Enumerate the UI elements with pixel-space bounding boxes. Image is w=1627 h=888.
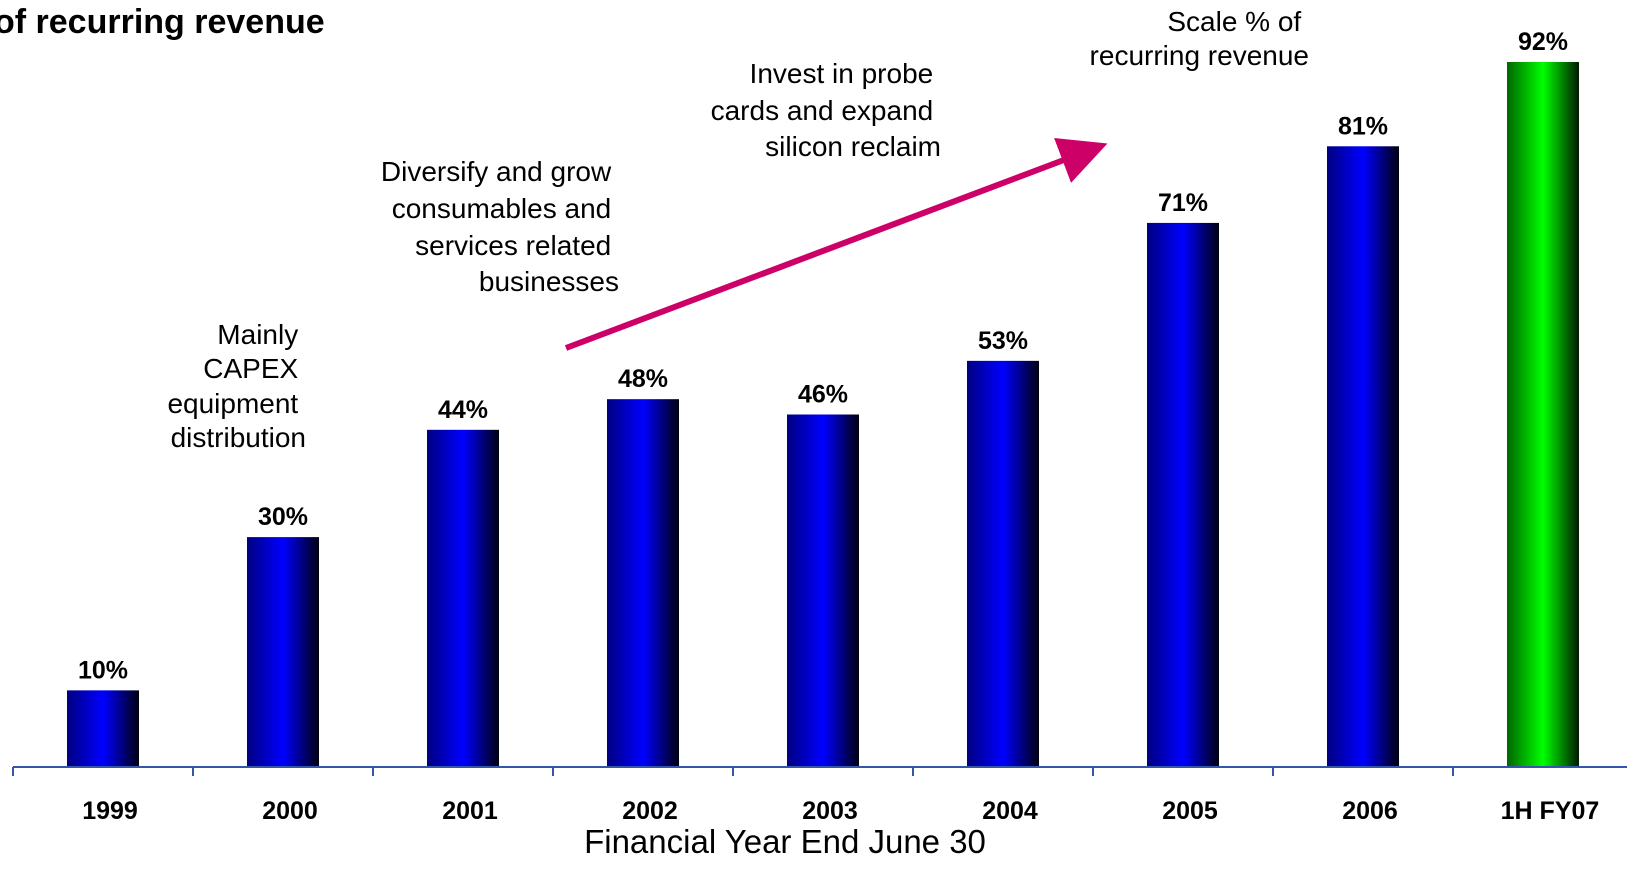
annotation-diversify: Diversify and grow consumables and servi… [381, 156, 619, 297]
data-label-2001: 44% [438, 396, 488, 424]
bar-1999 [67, 690, 139, 767]
bar-2006 [1327, 146, 1399, 768]
bar-2003 [787, 414, 859, 767]
data-label-1h-fy07: 92% [1518, 28, 1568, 56]
annotation-capex-line-2: CAPEX [203, 353, 298, 384]
x-tick-label-2002: 2002 [622, 797, 678, 825]
data-label-2003: 46% [798, 381, 848, 409]
x-tick-label-2003: 2003 [802, 797, 858, 825]
data-label-2000: 30% [258, 503, 308, 531]
annotation-capex-line-4: distribution [171, 422, 306, 453]
annotation-capex-line-1: Mainly [217, 319, 298, 350]
annotation-capex-line-3: equipment [167, 388, 298, 419]
annotation-diversify-line-3: services related [415, 230, 611, 261]
annotation-invest-line-3: silicon reclaim [765, 131, 941, 162]
bar-2004 [967, 360, 1039, 767]
bar-1h-fy07 [1507, 62, 1579, 767]
bar-2000 [247, 537, 319, 767]
data-labels-group: 10% 30% 44% 48% 46% 53% 71% 81% 92% [78, 28, 1568, 684]
annotation-invest: Invest in probe cards and expand silicon… [711, 58, 941, 162]
annotation-invest-line-1: Invest in probe [750, 58, 934, 89]
x-tick-label-2006: 2006 [1342, 797, 1398, 825]
data-label-1999: 10% [78, 656, 128, 684]
x-axis-title: Financial Year End June 30 [584, 823, 986, 860]
growth-arrow [564, 138, 1108, 351]
x-axis-ticks-group [12, 767, 1454, 776]
x-tick-labels-group: 1999 2000 2001 2002 2003 2004 2005 2006 1H FY07 [82, 797, 1599, 825]
bar-2002 [607, 399, 679, 767]
bar-2005 [1147, 222, 1219, 767]
x-tick-label-2000: 2000 [262, 797, 318, 825]
bar-2001 [427, 429, 499, 767]
x-tick-label-2005: 2005 [1162, 797, 1218, 825]
data-label-2004: 53% [978, 327, 1028, 355]
x-tick-label-2001: 2001 [442, 797, 498, 825]
annotation-diversify-line-4: businesses [479, 266, 619, 297]
x-tick-label-1h-fy07: 1H FY07 [1501, 797, 1600, 825]
data-label-2002: 48% [618, 365, 668, 393]
annotation-scale: Scale % of recurring revenue [1090, 6, 1309, 71]
data-label-2006: 81% [1338, 112, 1388, 140]
annotation-capex: Mainly CAPEX equipment distribution [167, 319, 306, 453]
x-tick-label-2004: 2004 [982, 797, 1038, 825]
annotation-diversify-line-1: Diversify and grow [381, 156, 612, 187]
chart-title: of recurring revenue [0, 3, 325, 41]
annotation-invest-line-2: cards and expand [711, 95, 934, 126]
data-label-2005: 71% [1158, 189, 1208, 217]
annotation-scale-line-2: recurring revenue [1090, 40, 1309, 71]
annotation-scale-line-1: Scale % of [1167, 6, 1301, 37]
x-tick-label-1999: 1999 [82, 797, 138, 825]
annotation-diversify-line-2: consumables and [392, 193, 611, 224]
bars-group [67, 62, 1579, 768]
